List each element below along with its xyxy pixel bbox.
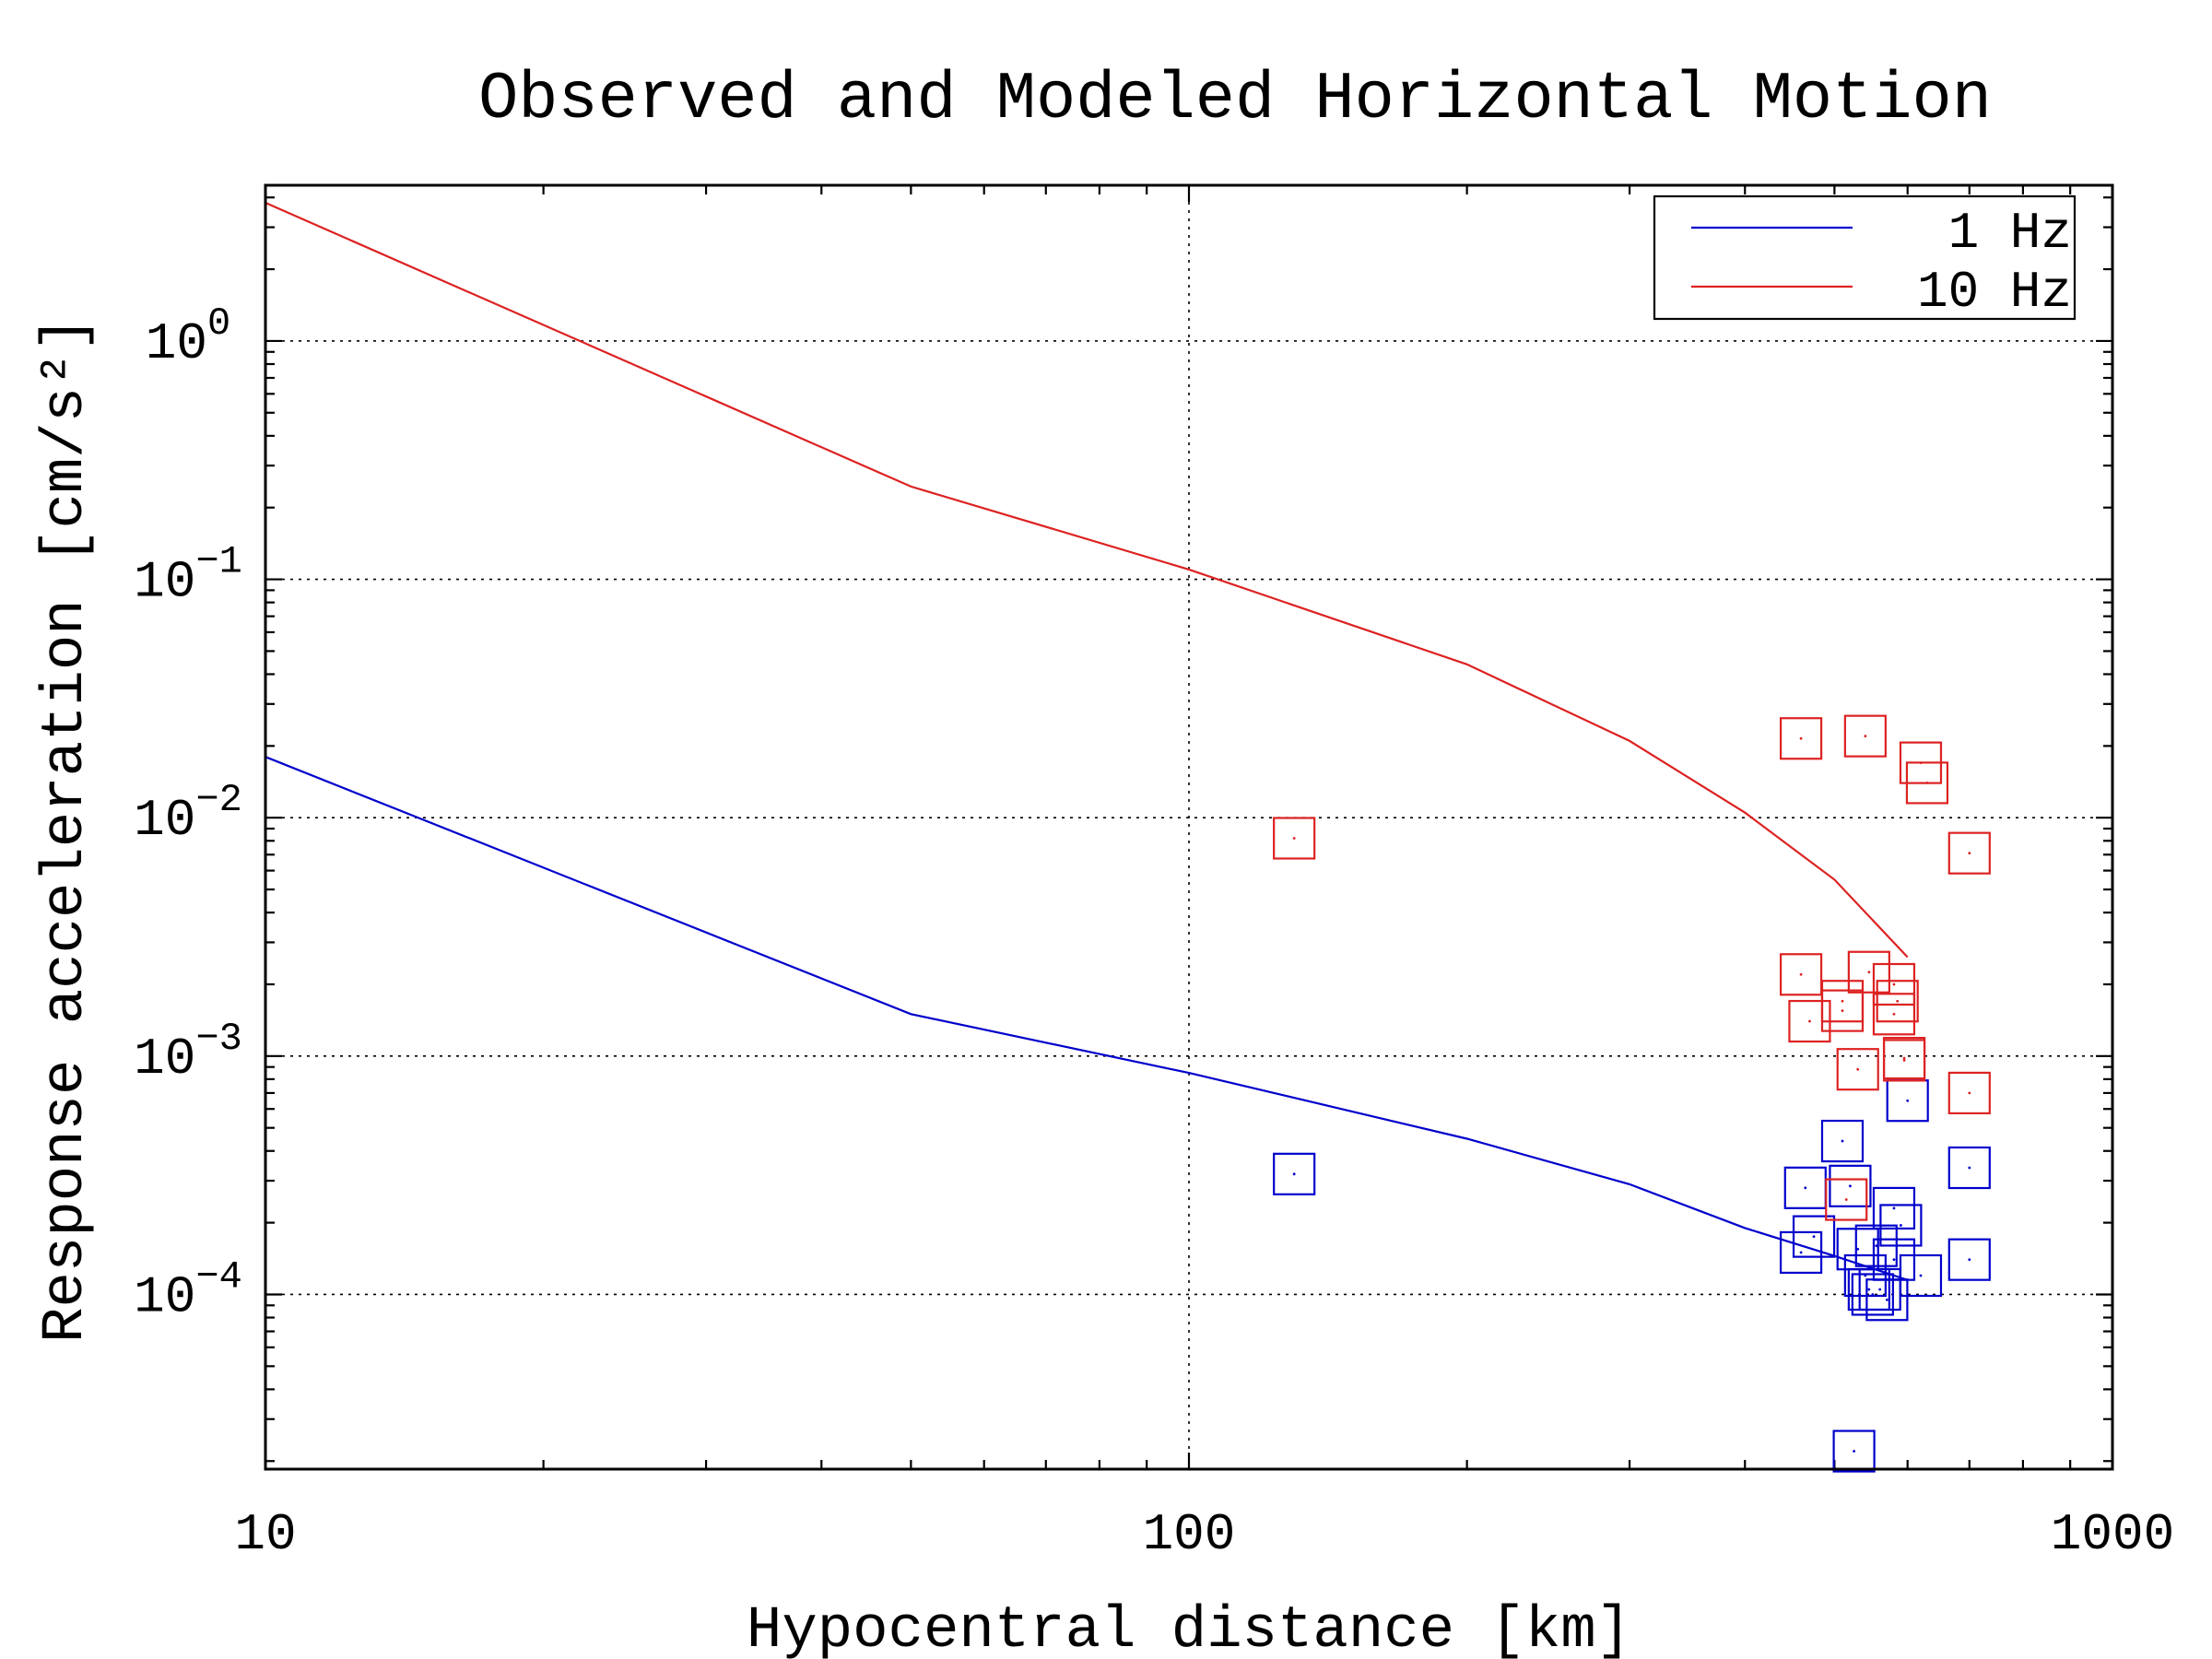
- marker-center-dot: [1799, 736, 1803, 740]
- marker-point: [1879, 1204, 1923, 1247]
- chart-title: Observed and Modeled Horizontal Motion: [478, 62, 1992, 137]
- x-axis-label: Hypocentral distance [km]: [747, 1598, 1631, 1659]
- y-tick-label: 10−3: [134, 1017, 242, 1088]
- marker-center-dot: [1968, 852, 1971, 855]
- marker-center-dot: [1841, 999, 1844, 1003]
- marker-point: [1905, 761, 1949, 805]
- series-line-0: [265, 756, 1909, 1281]
- marker-point: [1843, 714, 1887, 758]
- marker-center-dot: [1808, 1019, 1811, 1023]
- marker-point: [1779, 1230, 1823, 1275]
- legend-box: [1653, 194, 2077, 321]
- marker-point: [1876, 980, 1919, 1023]
- marker-point: [1843, 1253, 1887, 1298]
- grid: [265, 185, 2112, 1469]
- legend: 1 Hz 10 Hz: [1653, 194, 2077, 322]
- marker-center-dot: [1902, 1059, 1906, 1062]
- y-tick-label: 10−2: [134, 778, 242, 850]
- x-tick-label: 1000: [2051, 1505, 2174, 1564]
- marker-point: [1947, 1146, 1991, 1190]
- marker-point: [1779, 717, 1823, 760]
- marker-point: [1820, 1119, 1865, 1163]
- marker-center-dot: [1841, 1009, 1844, 1013]
- marker-center-dot: [1968, 1091, 1971, 1095]
- marker-point: [1947, 1238, 1991, 1281]
- x-tick-label: 10: [234, 1505, 296, 1564]
- y-tick-label: 10−1: [134, 540, 242, 612]
- marker-center-dot: [1867, 1288, 1871, 1291]
- marker-point: [1779, 953, 1823, 996]
- marker-center-dot: [1864, 735, 1867, 738]
- marker-center-dot: [1902, 1056, 1906, 1060]
- x-tick-label: 100: [1143, 1505, 1236, 1564]
- marker-point: [1872, 962, 1916, 1006]
- marker-center-dot: [1849, 1184, 1852, 1188]
- marker-point: [1273, 817, 1316, 860]
- marker-point: [1872, 1238, 1916, 1281]
- y-tick-label: 100: [146, 301, 230, 373]
- marker-center-dot: [1856, 1247, 1860, 1251]
- marker-point: [1847, 950, 1890, 994]
- marker-point: [1836, 1048, 1879, 1091]
- marker-point: [1273, 1152, 1316, 1195]
- marker-center-dot: [1892, 1258, 1896, 1262]
- marker-point: [1792, 1215, 1836, 1258]
- marker-center-dot: [1867, 971, 1871, 974]
- marker-point: [1899, 1253, 1943, 1298]
- marker-point: [1947, 831, 1991, 875]
- x-tick-labels: 10 100 1000: [234, 1505, 2174, 1564]
- marker-center-dot: [1892, 1206, 1896, 1210]
- marker-center-dot: [1853, 1450, 1855, 1453]
- marker-center-dot: [1292, 837, 1296, 840]
- marker-center-dot: [1906, 1099, 1910, 1102]
- marker-point: [1882, 1039, 1926, 1082]
- marker-center-dot: [1919, 1274, 1923, 1277]
- marker-center-dot: [1968, 1166, 1971, 1170]
- marker-center-dot: [1804, 1186, 1807, 1190]
- legend-label-10hz: 10 Hz: [1917, 263, 2072, 322]
- marker-center-dot: [1812, 1235, 1816, 1239]
- y-tick-label: 10−4: [134, 1254, 242, 1326]
- marker-center-dot: [1799, 1251, 1803, 1254]
- marker-center-dot: [1892, 982, 1896, 986]
- marker-center-dot: [1899, 1224, 1902, 1227]
- marker-point: [1872, 1186, 1916, 1230]
- marker-center-dot: [1841, 1139, 1844, 1143]
- marker-point: [1947, 1071, 1991, 1114]
- plot-frame: [264, 183, 2114, 1471]
- marker-center-dot: [1856, 1067, 1860, 1071]
- plot-series: [265, 201, 1991, 1473]
- marker-point: [1829, 1164, 1872, 1207]
- marker-point: [1820, 989, 1865, 1032]
- marker-center-dot: [1871, 1293, 1875, 1296]
- marker-center-dot: [1892, 1012, 1896, 1016]
- marker-point: [1872, 993, 1916, 1036]
- marker-center-dot: [1844, 1198, 1848, 1201]
- marker-center-dot: [1925, 782, 1929, 784]
- marker-center-dot: [1896, 999, 1900, 1003]
- marker-center-dot: [1878, 1288, 1882, 1291]
- marker-point: [1825, 1178, 1868, 1221]
- series-line-1: [265, 201, 1909, 959]
- marker-center-dot: [1968, 1258, 1971, 1262]
- marker-center-dot: [1799, 972, 1803, 976]
- marker-center-dot: [1292, 1172, 1296, 1176]
- legend-label-1hz: 1 Hz: [1948, 204, 2072, 263]
- marker-point: [1851, 1273, 1894, 1316]
- y-axis-label: Response acceleration [cm/s²]: [33, 316, 100, 1343]
- marker-center-dot: [1885, 1298, 1888, 1301]
- marker-center-dot: [1875, 1244, 1878, 1248]
- marker-point: [1832, 1430, 1876, 1473]
- y-tick-labels: 100 10−1 10−2 10−3 10−4: [134, 301, 242, 1327]
